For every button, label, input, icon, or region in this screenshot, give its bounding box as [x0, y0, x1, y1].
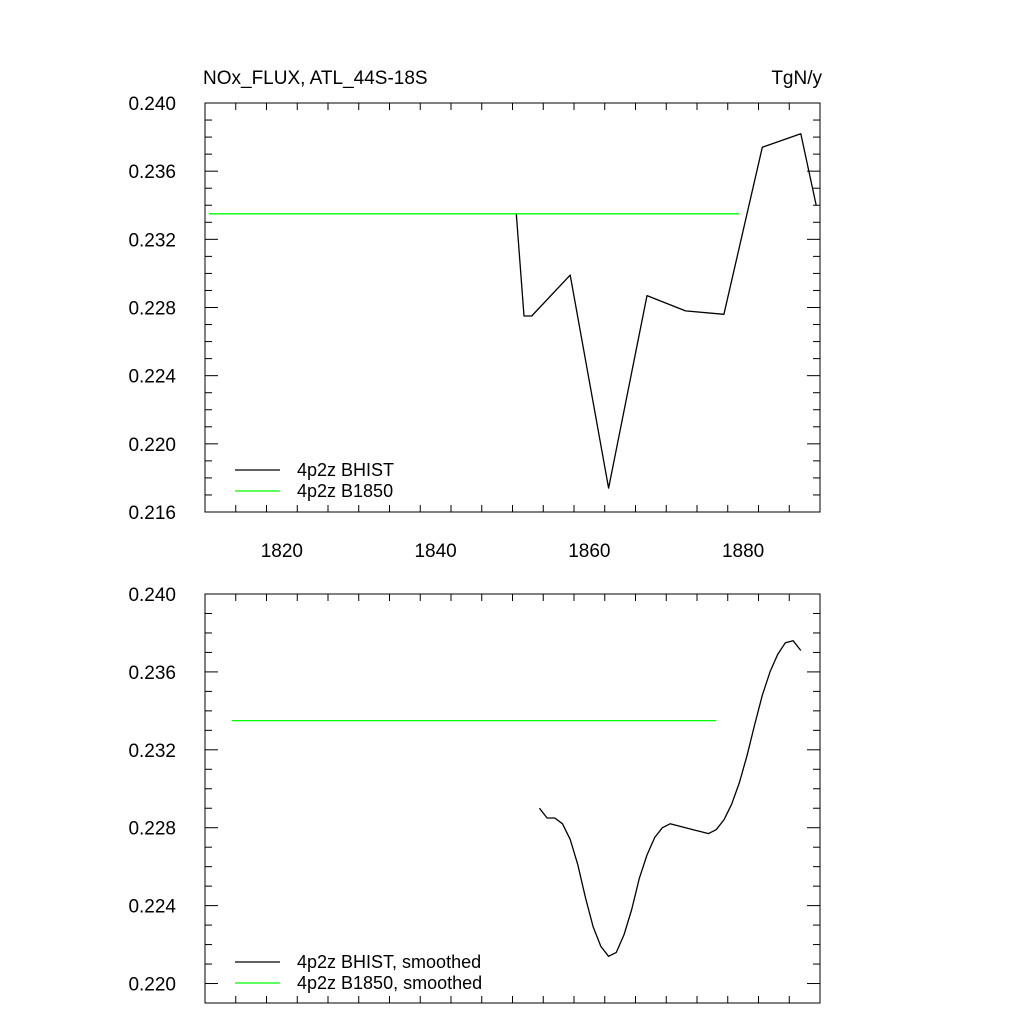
- top-legend-label-1: 4p2z B1850: [297, 481, 393, 501]
- bottom-legend-label-0: 4p2z BHIST, smoothed: [297, 952, 481, 972]
- chart-title: NOx_FLUX, ATL_44S-18S: [203, 68, 428, 89]
- units-label: TgN/y: [771, 68, 822, 89]
- top-y-tick-label: 0.232: [128, 230, 176, 251]
- bottom-y-tick-label: 0.220: [128, 975, 176, 996]
- bottom-legend-label-1: 4p2z B1850, smoothed: [297, 973, 482, 993]
- bottom-y-tick-label: 0.232: [128, 741, 176, 762]
- top-y-tick-label: 0.236: [128, 162, 176, 183]
- top-x-tick-label: 1880: [722, 541, 764, 562]
- top-y-tick-label: 0.216: [128, 503, 176, 524]
- top-legend-label-0: 4p2z BHIST: [297, 460, 394, 480]
- top-y-tick-label: 0.228: [128, 299, 176, 320]
- bottom-plot-frame: [204, 593, 821, 1004]
- panel-top: 1820 1840 1860 1880 0.216 0.220 0.224 0.228 0.23…: [128, 94, 821, 562]
- top-x-tick-label: 1820: [261, 541, 303, 562]
- bottom-y-tick-label: 0.240: [128, 585, 176, 606]
- bottom-y-tick-label: 0.224: [128, 897, 176, 918]
- panel-bottom: 0.220 0.224 0.228 0.232 0.236 0.240 4p2z BHIST…: [128, 585, 821, 1004]
- top-plot-frame: [204, 102, 821, 513]
- bottom-y-tick-label: 0.228: [128, 819, 176, 840]
- bottom-series-line-0: [538, 640, 802, 957]
- bottom-y-tick-label: 0.236: [128, 663, 176, 684]
- top-x-tick-label: 1840: [414, 541, 456, 562]
- top-x-tick-label: 1860: [568, 541, 610, 562]
- top-y-tick-label: 0.224: [128, 367, 176, 388]
- top-series-line-0: [515, 133, 817, 489]
- top-y-tick-label: 0.240: [128, 94, 176, 115]
- top-y-tick-label: 0.220: [128, 435, 176, 456]
